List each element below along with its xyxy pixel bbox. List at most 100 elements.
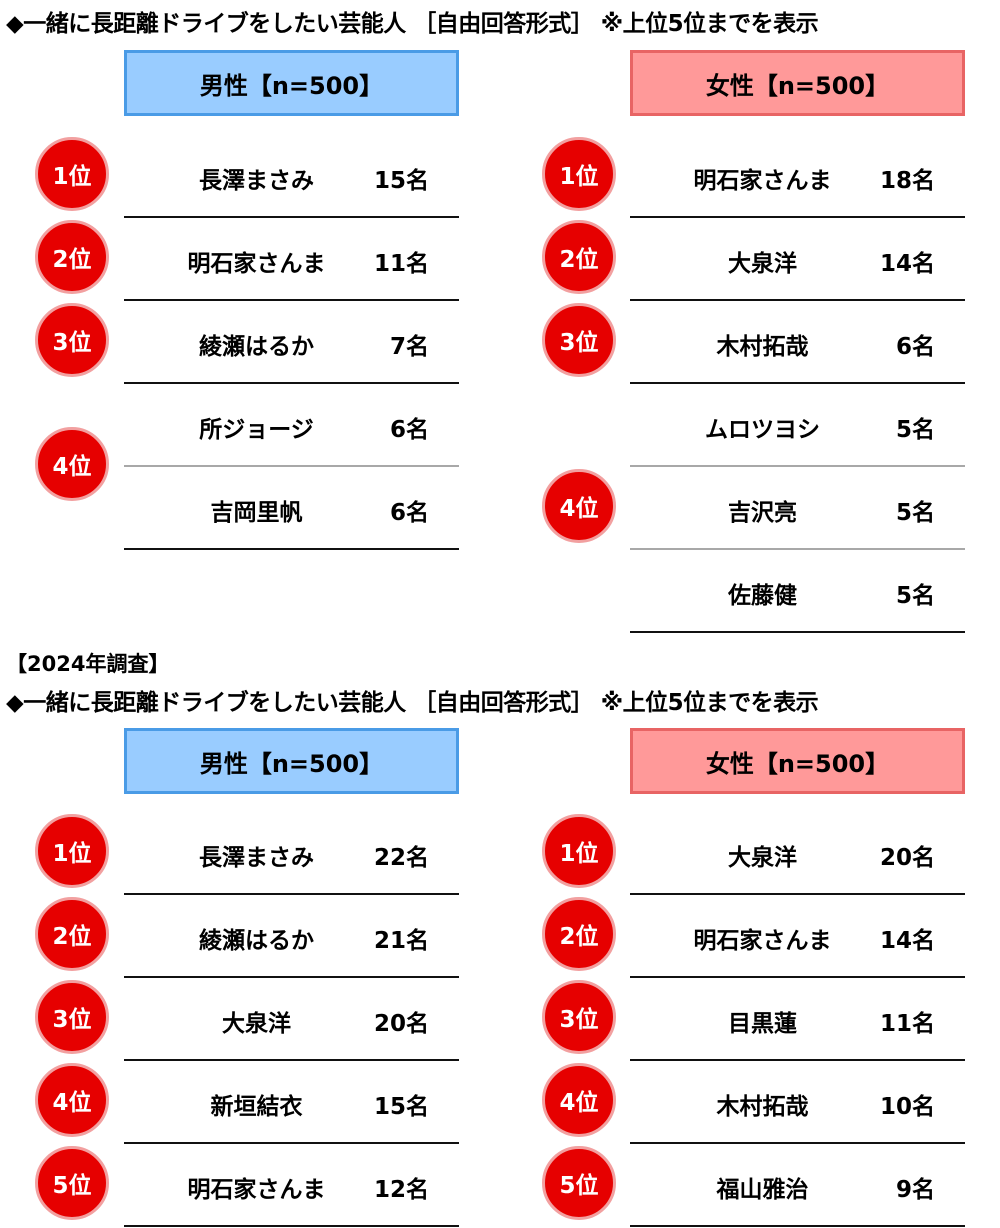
vote-count: 6名 <box>895 333 935 360</box>
row-divider <box>124 382 459 384</box>
vote-count: 6名 <box>389 416 429 443</box>
rank-badge: 4位 <box>35 1062 109 1137</box>
ranking-row: 福山雅治 9名 <box>630 1145 965 1228</box>
vote-count: 10名 <box>879 1093 935 1120</box>
row-divider <box>630 382 965 384</box>
row-divider <box>630 299 965 301</box>
row-divider <box>124 1225 459 1227</box>
person-name: 長澤まさみ <box>199 167 314 194</box>
rank-badge: 1位 <box>35 813 109 888</box>
ranking-row: 明石家さんま 18名 <box>630 136 965 219</box>
row-divider <box>124 976 459 978</box>
row-divider <box>630 893 965 895</box>
rank-badge: 5位 <box>542 1145 616 1220</box>
ranking-row: 吉岡里帆 6名 <box>124 468 459 551</box>
row-divider <box>124 893 459 895</box>
ranking-row: 大泉洋 20名 <box>124 979 459 1062</box>
person-name: 所ジョージ <box>199 416 314 443</box>
vote-count: 22名 <box>373 844 429 871</box>
vote-count: 5名 <box>895 582 935 609</box>
vote-count: 11名 <box>879 1010 935 1037</box>
row-divider <box>124 548 459 550</box>
person-name: ムロツヨシ <box>705 416 820 443</box>
person-name: 明石家さんま <box>693 167 832 194</box>
person-name: 大泉洋 <box>222 1010 291 1037</box>
person-name: 木村拓哉 <box>716 1093 809 1120</box>
row-divider <box>124 465 459 467</box>
ranking-row: 明石家さんま 14名 <box>630 896 965 979</box>
vote-count: 7名 <box>389 333 429 360</box>
person-name: 目黒蓮 <box>728 1010 797 1037</box>
row-divider <box>630 548 965 550</box>
rank-badge: 2位 <box>542 219 616 294</box>
rank-badge: 3位 <box>35 302 109 377</box>
rank-badge: 4位 <box>542 468 616 543</box>
vote-count: 18名 <box>879 167 935 194</box>
rank-badge: 2位 <box>542 896 616 971</box>
row-divider <box>630 1059 965 1061</box>
ranking-row: 長澤まさみ 22名 <box>124 813 459 896</box>
vote-count: 11名 <box>373 250 429 277</box>
ranking-row: 明石家さんま 11名 <box>124 219 459 302</box>
vote-count: 14名 <box>879 927 935 954</box>
person-name: 明石家さんま <box>693 927 832 954</box>
person-name: 大泉洋 <box>728 844 797 871</box>
vote-count: 6名 <box>389 499 429 526</box>
ranking-row: 長澤まさみ 15名 <box>124 136 459 219</box>
person-name: 長澤まさみ <box>199 844 314 871</box>
rank-badge: 2位 <box>35 896 109 971</box>
row-divider <box>124 299 459 301</box>
male-header: 男性【n=500】 <box>124 50 459 116</box>
person-name: 綾瀬はるか <box>199 333 314 360</box>
person-name: 福山雅治 <box>716 1176 809 1203</box>
ranking-row: 吉沢亮 5名 <box>630 468 965 551</box>
ranking-row: 新垣結衣 15名 <box>124 1062 459 1145</box>
person-name: 木村拓哉 <box>716 333 809 360</box>
person-name: 大泉洋 <box>728 250 797 277</box>
row-divider <box>124 1142 459 1144</box>
ranking-row: 大泉洋 20名 <box>630 813 965 896</box>
row-divider <box>124 216 459 218</box>
rank-badge: 3位 <box>35 979 109 1054</box>
person-name: 明石家さんま <box>187 250 326 277</box>
rank-badge: 1位 <box>542 136 616 211</box>
rank-badge: 5位 <box>35 1145 109 1220</box>
survey-year-note: 【2024年調査】 <box>6 652 170 676</box>
ranking-row: 明石家さんま 12名 <box>124 1145 459 1228</box>
person-name: 明石家さんま <box>187 1176 326 1203</box>
vote-count: 5名 <box>895 499 935 526</box>
rank-badge: 2位 <box>35 219 109 294</box>
ranking-row: ムロツヨシ 5名 <box>630 385 965 468</box>
vote-count: 21名 <box>373 927 429 954</box>
ranking-row: 木村拓哉 6名 <box>630 302 965 385</box>
rank-badge: 3位 <box>542 302 616 377</box>
ranking-row: 目黒蓮 11名 <box>630 979 965 1062</box>
male-header: 男性【n=500】 <box>124 728 459 794</box>
person-name: 佐藤健 <box>728 582 797 609</box>
rank-badge: 3位 <box>542 979 616 1054</box>
section-title: ◆一緒に長距離ドライブをしたい芸能人 ［自由回答形式］ ※上位5位までを表示 <box>6 11 819 37</box>
section-title: ◆一緒に長距離ドライブをしたい芸能人 ［自由回答形式］ ※上位5位までを表示 <box>6 690 819 716</box>
person-name: 綾瀬はるか <box>199 927 314 954</box>
ranking-row: 綾瀬はるか 7名 <box>124 302 459 385</box>
rank-badge: 4位 <box>542 1062 616 1137</box>
rank-badge: 1位 <box>542 813 616 888</box>
vote-count: 20名 <box>879 844 935 871</box>
ranking-row: 佐藤健 5名 <box>630 551 965 634</box>
vote-count: 9名 <box>895 1176 935 1203</box>
ranking-row: 綾瀬はるか 21名 <box>124 896 459 979</box>
row-divider <box>630 1225 965 1227</box>
ranking-row: 木村拓哉 10名 <box>630 1062 965 1145</box>
rank-badge: 1位 <box>35 136 109 211</box>
vote-count: 12名 <box>373 1176 429 1203</box>
vote-count: 5名 <box>895 416 935 443</box>
female-header: 女性【n=500】 <box>630 728 965 794</box>
row-divider <box>124 1059 459 1061</box>
row-divider <box>630 1142 965 1144</box>
row-divider <box>630 216 965 218</box>
female-header: 女性【n=500】 <box>630 50 965 116</box>
ranking-row: 大泉洋 14名 <box>630 219 965 302</box>
row-divider <box>630 976 965 978</box>
